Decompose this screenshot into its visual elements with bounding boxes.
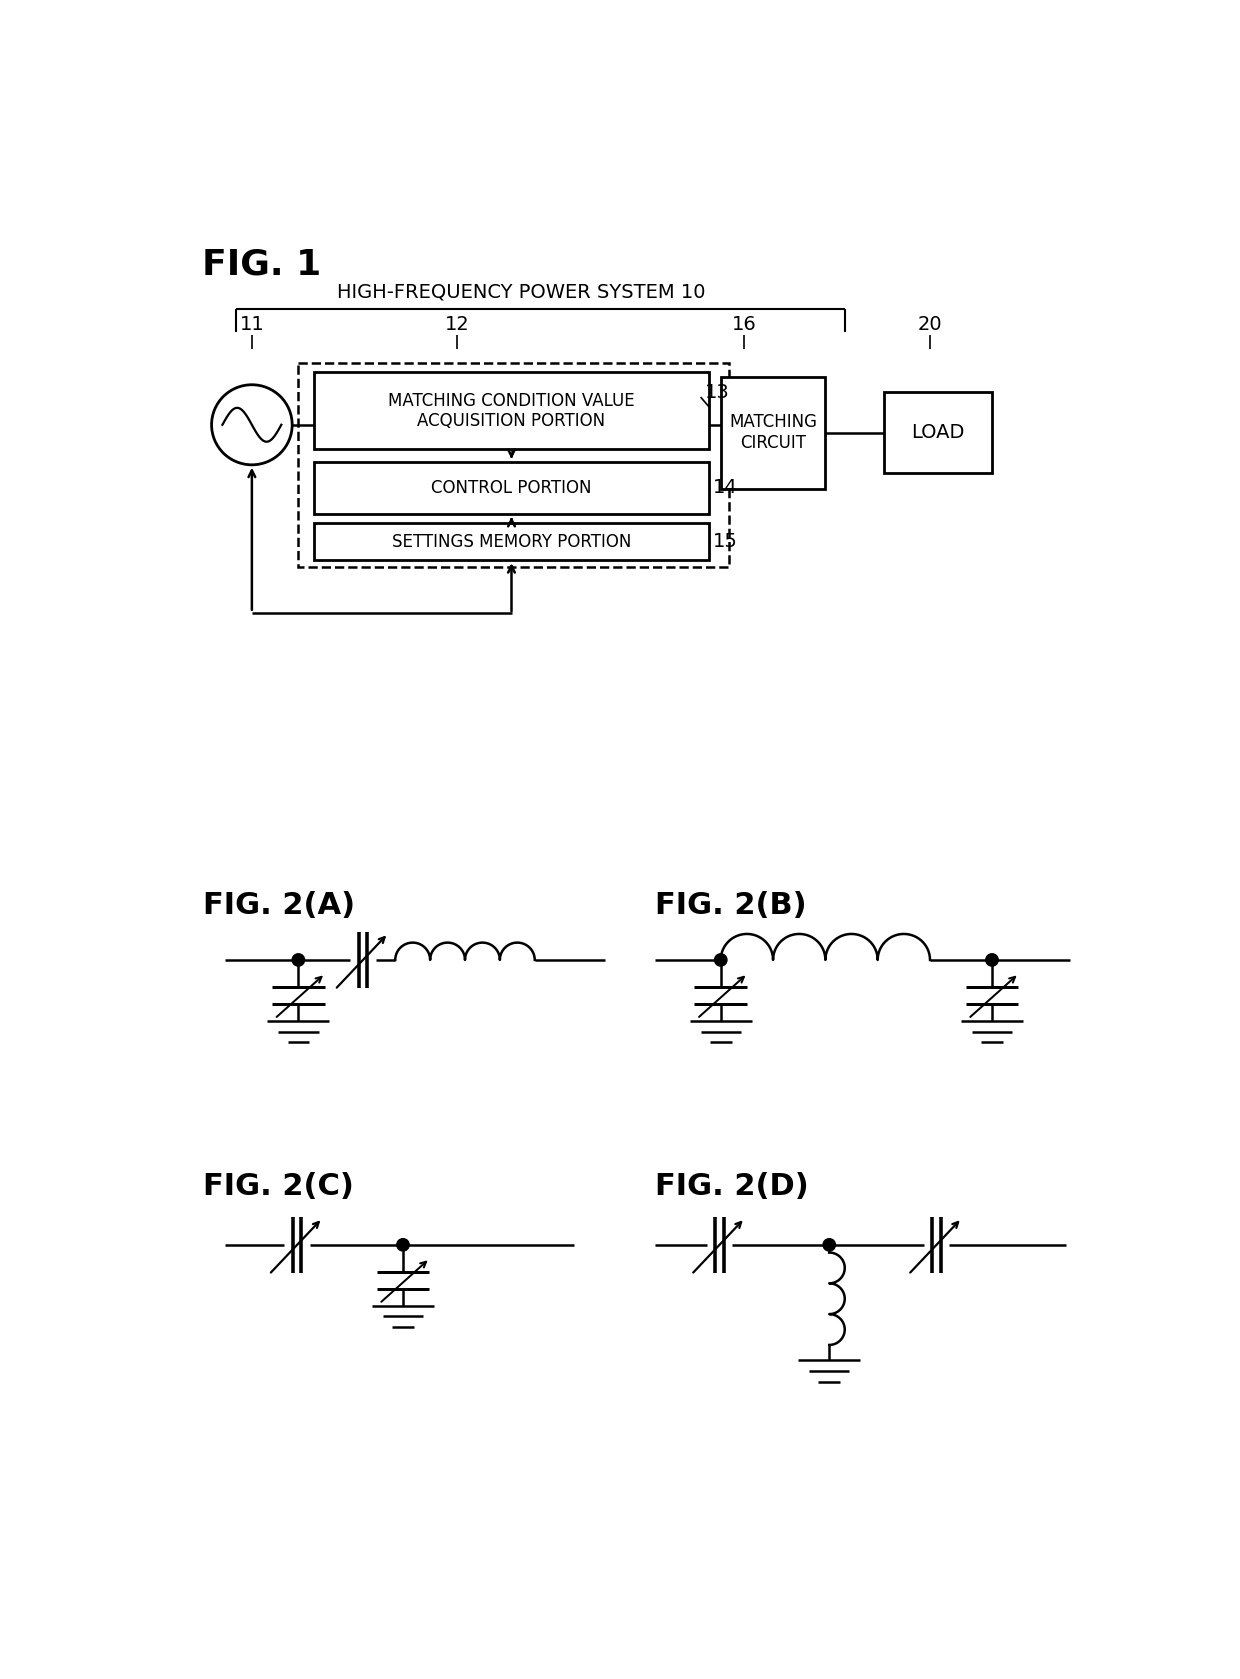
Text: CONTROL PORTION: CONTROL PORTION xyxy=(432,479,591,497)
Text: 11: 11 xyxy=(239,316,264,334)
Text: 15: 15 xyxy=(713,532,738,551)
Text: FIG. 2(D): FIG. 2(D) xyxy=(655,1172,808,1200)
Text: LOAD: LOAD xyxy=(911,423,965,442)
Text: HIGH-FREQUENCY POWER SYSTEM 10: HIGH-FREQUENCY POWER SYSTEM 10 xyxy=(337,282,706,302)
Text: MATCHING
CIRCUIT: MATCHING CIRCUIT xyxy=(729,413,817,452)
Circle shape xyxy=(986,954,998,965)
Bar xyxy=(299,363,729,568)
Circle shape xyxy=(397,1239,409,1251)
Text: FIG. 2(B): FIG. 2(B) xyxy=(655,890,806,920)
Text: 14: 14 xyxy=(713,479,738,497)
Circle shape xyxy=(714,954,727,965)
Text: SETTINGS MEMORY PORTION: SETTINGS MEMORY PORTION xyxy=(392,532,631,551)
Text: 12: 12 xyxy=(445,316,470,334)
Circle shape xyxy=(823,1239,836,1251)
Text: FIG. 1: FIG. 1 xyxy=(201,248,321,282)
Text: FIG. 2(A): FIG. 2(A) xyxy=(203,890,355,920)
Bar xyxy=(883,393,992,473)
Circle shape xyxy=(293,954,305,965)
Bar xyxy=(720,378,826,489)
Text: 13: 13 xyxy=(706,383,730,401)
Bar xyxy=(314,462,709,514)
Text: FIG. 2(C): FIG. 2(C) xyxy=(203,1172,353,1200)
Bar xyxy=(314,373,709,450)
Bar xyxy=(314,524,709,561)
Text: 16: 16 xyxy=(732,316,756,334)
Text: 20: 20 xyxy=(918,316,942,334)
Text: MATCHING CONDITION VALUE
ACQUISITION PORTION: MATCHING CONDITION VALUE ACQUISITION POR… xyxy=(388,391,635,430)
